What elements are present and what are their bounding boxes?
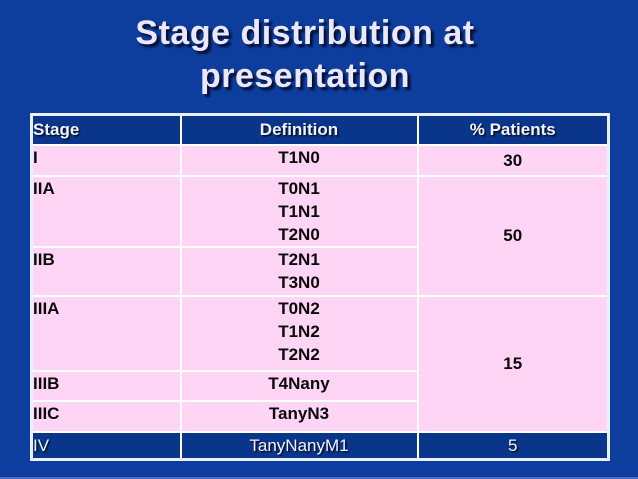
- slide-title: Stage distribution at presentation: [0, 12, 610, 98]
- title-line-1: Stage distribution at: [135, 14, 475, 52]
- stage-cell: IIIA: [30, 294, 182, 372]
- percent-cell: 30: [416, 143, 610, 177]
- definition-cell: TanyNanyM1: [179, 430, 419, 461]
- stage-cell: IIIB: [30, 369, 182, 402]
- table-row-stage-iia: IIA T0N1 T1N1 T2N0 50: [30, 174, 610, 297]
- table-row-stage-iiia: IIIA T0N2 T1N2 T2N2 15: [30, 294, 610, 433]
- definition-cell: T0N1 T1N1 T2N0: [179, 174, 419, 248]
- table-row-stage-iiib: IIIB T4Nany: [30, 369, 609, 402]
- stage-table-container: Stage Definition % Patients I T1N0 30 II…: [30, 113, 610, 461]
- stage-cell: IIB: [30, 245, 182, 297]
- header-cell-definition: Definition: [179, 113, 419, 146]
- table-row-stage-i: I T1N0 30: [30, 143, 610, 177]
- header-cell-percent: % Patients: [416, 113, 610, 146]
- table-row-stage-iiic: IIIC TanyN3: [30, 399, 609, 433]
- definition-cell: T4Nany: [179, 369, 419, 402]
- title-line-2: presentation: [199, 57, 411, 95]
- table-row-stage-iib: IIB T2N1 T3N0: [30, 245, 609, 297]
- stage-cell: IIIC: [30, 399, 182, 433]
- stage-cell: IIA: [30, 174, 182, 248]
- percent-cell: 5: [416, 430, 610, 461]
- definition-cell: T2N1 T3N0: [179, 245, 419, 297]
- table-header-row: Stage Definition % Patients: [30, 113, 610, 146]
- definition-cell: T1N0: [179, 143, 419, 177]
- table-row-stage-iv: IV TanyNanyM1 5: [30, 430, 610, 461]
- stage-cell: IV: [30, 430, 182, 461]
- definition-cell: T0N2 T1N2 T2N2: [179, 294, 419, 372]
- slide-bottom-edge: [0, 477, 638, 479]
- percent-cell-merged-ii: 50: [416, 174, 610, 297]
- percent-cell-merged-iii: 15: [416, 294, 610, 433]
- header-cell-stage: Stage: [30, 113, 182, 146]
- definition-cell: TanyN3: [179, 399, 419, 433]
- stage-table: Stage Definition % Patients I T1N0 30 II…: [30, 113, 610, 461]
- stage-cell: I: [30, 143, 182, 177]
